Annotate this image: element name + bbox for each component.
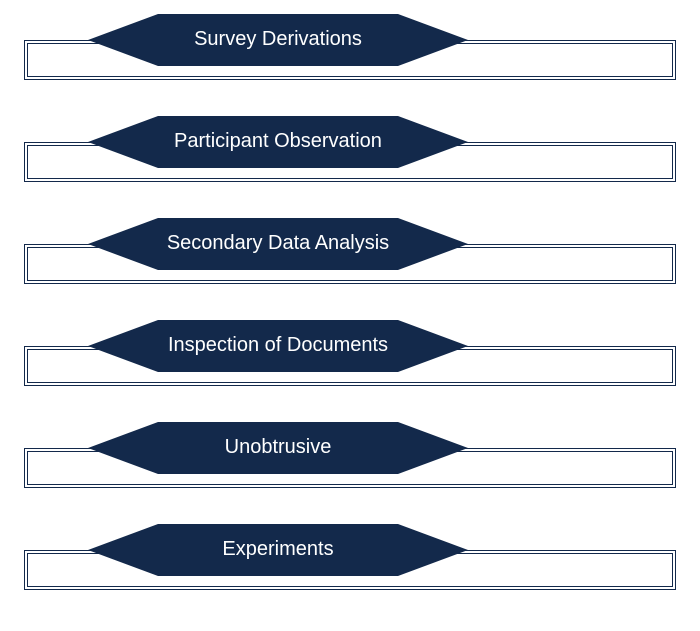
row-banner: Unobtrusive [88,422,468,474]
diagram-row: Participant Observation [0,116,700,208]
diagram-row: Secondary Data Analysis [0,218,700,310]
row-banner: Inspection of Documents [88,320,468,372]
row-banner: Survey Derivations [88,14,468,66]
diagram-row: Experiments [0,524,700,616]
diagram-stage: Survey Derivations Participant Observatio… [0,0,700,631]
diagram-row: Survey Derivations [0,14,700,106]
diagram-row: Unobtrusive [0,422,700,514]
row-banner: Secondary Data Analysis [88,218,468,270]
row-banner: Experiments [88,524,468,576]
row-banner: Participant Observation [88,116,468,168]
diagram-row: Inspection of Documents [0,320,700,412]
